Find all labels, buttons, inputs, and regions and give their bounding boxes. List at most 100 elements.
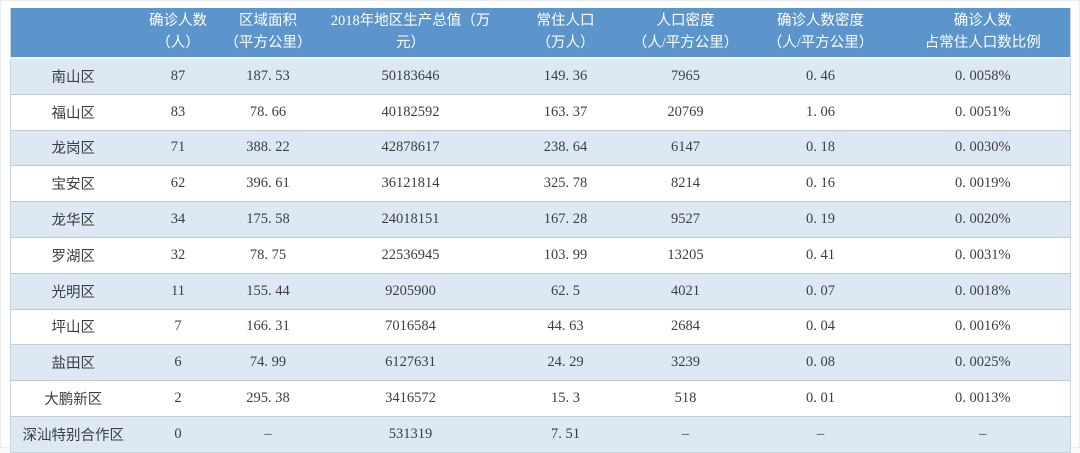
data-cell: 0. 01 (806, 390, 835, 407)
data-cell: 20769 (667, 103, 704, 120)
data-cell: 15. 3 (551, 390, 580, 407)
district-name-cell: 罗湖区 (51, 248, 96, 265)
district-name-cell: 福山区 (51, 105, 96, 122)
data-cell: 0. 07 (806, 282, 835, 299)
district-name-cell: 盐田区 (51, 356, 96, 373)
data-cell: 0. 0051% (954, 103, 1011, 120)
data-cell: 0. 16 (806, 175, 835, 192)
data-cell: 3416572 (385, 390, 436, 407)
data-cell: 24018151 (381, 211, 440, 228)
data-cell: 9205900 (385, 282, 436, 299)
data-cell: 388. 22 (246, 139, 290, 156)
table-row-yantian: 盐田区 6 74. 99 6127631 24. 29 3239 0. 08 0… (10, 344, 1071, 381)
district-name-cell: 深汕特别合作区 (22, 427, 125, 444)
header-cell-case-ratio: 确诊人数 占常住人口数比例 (895, 8, 1071, 58)
district-name-cell: 大鹏新区 (44, 392, 103, 409)
table-row-shenshan: 深汕特别合作区 0 – 531319 7. 51 – – – (10, 416, 1071, 453)
data-cell: 1. 06 (806, 103, 835, 120)
data-cell: 0. 41 (806, 246, 835, 263)
data-cell: 62 (170, 175, 186, 192)
data-cell: 7965 (671, 67, 700, 84)
table-row-dapeng: 大鹏新区 2 295. 38 3416572 15. 3 518 0. 01 0… (10, 380, 1071, 417)
data-cell: 42878617 (381, 139, 440, 156)
data-cell: 71 (170, 139, 186, 156)
data-cell: 0. 0013% (954, 390, 1011, 407)
data-cell: 531319 (388, 425, 433, 442)
district-name-cell: 宝安区 (51, 177, 96, 194)
header-cell-confirmed: 确诊人数 （人） (135, 8, 221, 58)
district-name-cell: 龙华区 (51, 213, 96, 230)
data-cell: 0. 0031% (954, 246, 1011, 263)
data-cell: 166. 31 (246, 318, 290, 335)
data-cell: 0. 0018% (954, 282, 1011, 299)
data-cell: – (264, 425, 272, 442)
data-cell: 7. 51 (551, 425, 580, 442)
data-cell: 11 (171, 282, 185, 299)
data-cell: 24. 29 (547, 354, 584, 371)
table-row-guangming: 光明区 11 155. 44 9205900 62. 5 4021 0. 07 … (10, 273, 1071, 310)
data-cell: 163. 37 (543, 103, 588, 120)
data-cell: 0. 19 (806, 211, 835, 228)
data-cell: 238. 64 (543, 139, 588, 156)
table-row-luohu: 罗湖区 32 78. 75 22536945 103. 99 13205 0. … (10, 237, 1071, 274)
data-cell: 8214 (671, 175, 700, 192)
data-cell: 187. 53 (246, 67, 290, 84)
data-cell: 40182592 (381, 103, 440, 120)
data-cell: 13205 (667, 246, 704, 263)
table-row-longhua: 龙华区 34 175. 58 24018151 167. 28 9527 0. … (10, 201, 1071, 238)
data-cell: 83 (170, 103, 186, 120)
data-cell: 149. 36 (543, 67, 588, 84)
header-cell-population: 常住人口 （万人） (505, 8, 626, 58)
data-cell: 3239 (671, 354, 700, 371)
data-cell: 0. 0058% (954, 67, 1011, 84)
district-name-cell: 龙岗区 (51, 141, 96, 158)
table-header: 确诊人数 （人） 区域面积 （平方公里） 2018年地区生产总值（万 元） 常住… (10, 8, 1071, 58)
header-cell-pop-density: 人口密度 （人/平方公里） (625, 8, 746, 58)
header-cell-gdp: 2018年地区生产总值（万 元） (315, 8, 506, 58)
data-cell: 103. 99 (543, 246, 588, 263)
data-cell: 6127631 (385, 354, 436, 371)
district-name-cell: 光明区 (51, 284, 96, 301)
data-cell: 7016584 (385, 318, 436, 335)
data-cell: 9527 (671, 211, 700, 228)
data-cell: 167. 28 (543, 211, 588, 228)
data-cell: 50183646 (381, 67, 440, 84)
data-cell: 87 (170, 67, 186, 84)
data-cell: 74. 99 (249, 354, 287, 371)
data-cell: 155. 44 (246, 282, 290, 299)
table-row-baoan: 宝安区 62 396. 61 36121814 325. 78 8214 0. … (10, 165, 1071, 202)
data-cell: 22536945 (381, 246, 440, 263)
table-row-futian: 福山区 83 78. 66 40182592 163. 37 20769 1. … (10, 94, 1071, 131)
data-cell: – (979, 425, 987, 442)
data-cell: 0. 0030% (954, 139, 1011, 156)
data-cell: 396. 61 (246, 175, 290, 192)
data-cell: 34 (170, 211, 186, 228)
data-cell: – (681, 425, 690, 442)
district-name-cell: 南山区 (51, 69, 96, 86)
district-stats-table: 确诊人数 （人） 区域面积 （平方公里） 2018年地区生产总值（万 元） 常住… (10, 8, 1071, 453)
table-header-row: 确诊人数 （人） 区域面积 （平方公里） 2018年地区生产总值（万 元） 常住… (10, 8, 1071, 58)
table-body: 南山区 87 187. 53 50183646 149. 36 7965 0. … (10, 58, 1071, 453)
data-cell: 6147 (671, 139, 700, 156)
data-cell: 0. 0019% (954, 175, 1011, 192)
data-cell: 6 (174, 354, 182, 371)
data-cell: 32 (170, 246, 186, 263)
data-cell: 0. 04 (806, 318, 835, 335)
header-cell-area: 区域面积 （平方公里） (220, 8, 316, 58)
table-row-longgang: 龙岗区 71 388. 22 42878617 238. 64 6147 0. … (10, 130, 1071, 166)
data-cell: 78. 75 (249, 246, 287, 263)
table-row-pingshan: 坪山区 7 166. 31 7016584 44. 63 2684 0. 04 … (10, 309, 1071, 345)
data-cell: – (816, 425, 825, 442)
data-cell: 4021 (671, 282, 700, 299)
data-cell: 0. 46 (806, 67, 835, 84)
data-cell: 0 (174, 425, 182, 442)
header-cell-district (10, 8, 136, 58)
data-cell: 44. 63 (547, 318, 584, 335)
header-cell-case-density: 确诊人数密度 （人/平方公里） (745, 8, 896, 58)
data-cell: 0. 0016% (954, 318, 1011, 335)
table-row-nanshan: 南山区 87 187. 53 50183646 149. 36 7965 0. … (10, 58, 1071, 95)
data-cell: 2 (174, 390, 182, 407)
data-cell: 325. 78 (543, 175, 588, 192)
data-cell: 175. 58 (246, 211, 290, 228)
